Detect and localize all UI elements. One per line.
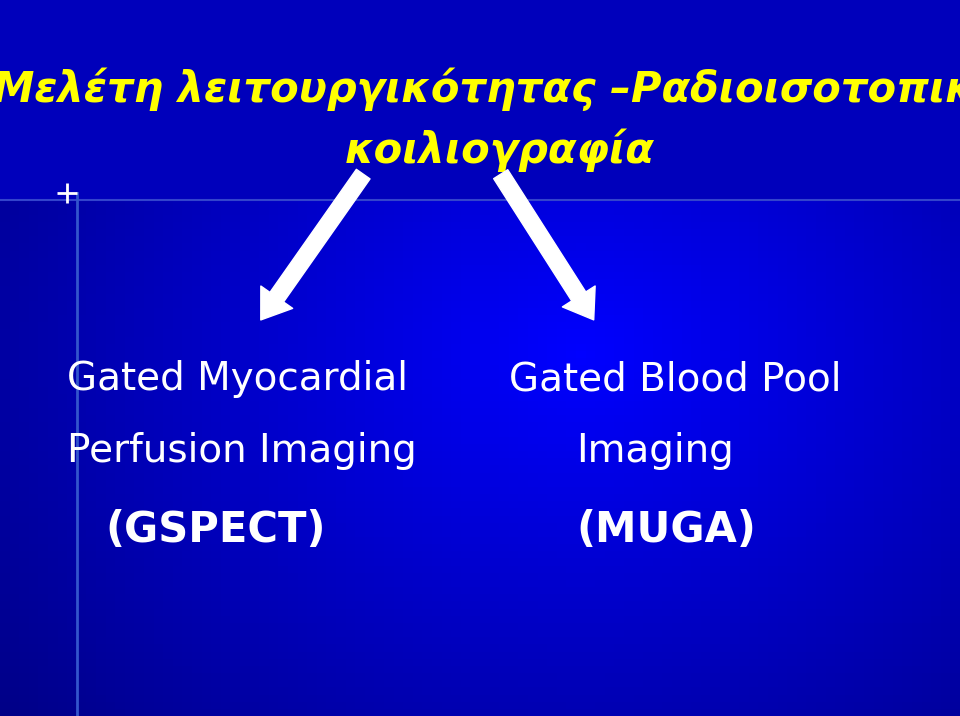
FancyArrowPatch shape xyxy=(261,169,370,320)
FancyBboxPatch shape xyxy=(0,0,960,200)
Text: Imaging: Imaging xyxy=(576,432,733,470)
Text: Μελέτη λειτουργικότητας –Ραδιοισοτοπική: Μελέτη λειτουργικότητας –Ραδιοισοτοπική xyxy=(0,68,960,111)
Text: Gated Myocardial: Gated Myocardial xyxy=(67,360,408,399)
Text: (GSPECT): (GSPECT) xyxy=(106,509,326,551)
Text: κοιλιογραφία: κοιλιογραφία xyxy=(345,129,654,172)
Text: (MUGA): (MUGA) xyxy=(576,509,756,551)
Text: Gated Blood Pool: Gated Blood Pool xyxy=(509,360,841,399)
FancyArrowPatch shape xyxy=(493,170,595,320)
Text: Perfusion Imaging: Perfusion Imaging xyxy=(67,432,417,470)
